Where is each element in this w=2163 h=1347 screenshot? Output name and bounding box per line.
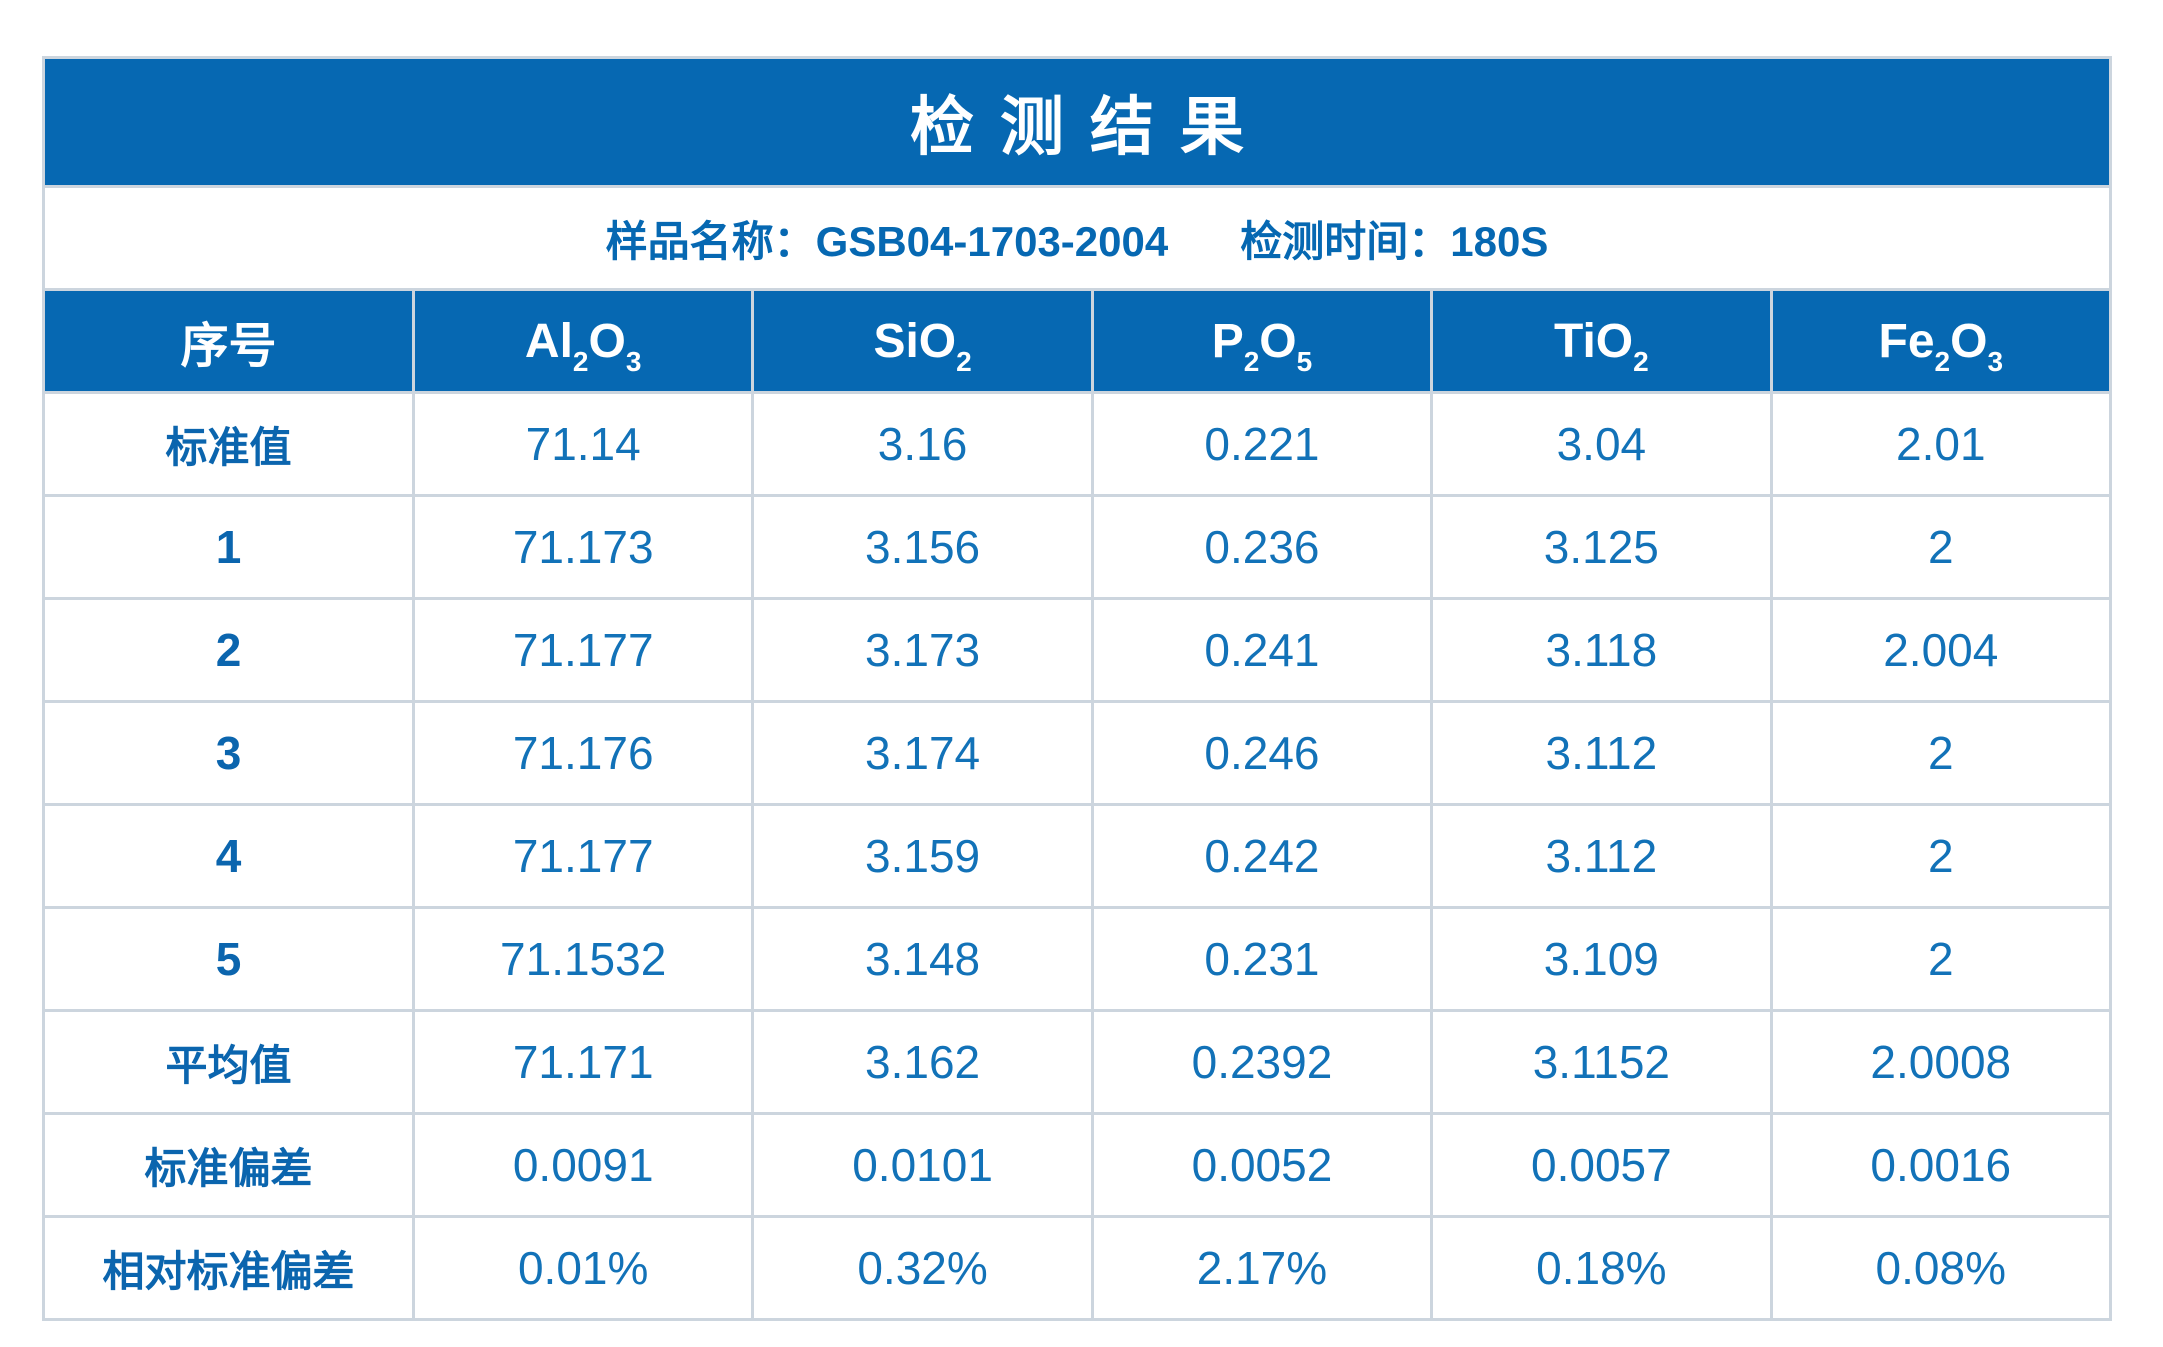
table-row: 标准偏差 0.0091 0.0101 0.0052 0.0057 0.0016 — [42, 1112, 2113, 1218]
cell-value: 0.231 — [1090, 906, 1434, 1012]
detect-time-value: 180S — [1450, 217, 1549, 265]
table-row: 平均值 71.171 3.162 0.2392 3.1152 2.0008 — [42, 1009, 2113, 1115]
formula-text: O — [1950, 314, 1988, 368]
column-header-index: 序号 — [42, 288, 415, 394]
table-row: 相对标准偏差 0.01% 0.32% 2.17% 0.18% 0.08% — [42, 1215, 2113, 1321]
cell-value: 3.156 — [751, 494, 1094, 600]
formula-subscript: 5 — [1296, 345, 1313, 377]
cell-value: 71.14 — [411, 391, 755, 497]
page-title: 检测结果 — [42, 56, 2112, 188]
cell-value: 0.0052 — [1090, 1112, 1434, 1218]
cell-value: 3.162 — [751, 1009, 1094, 1115]
subtitle-cell: 样品名称：GSB04-1703-2004 检测时间：180S — [42, 185, 2112, 291]
row-label: 5 — [42, 906, 415, 1012]
cell-value: 0.242 — [1090, 803, 1434, 909]
column-header-SiO2: SiO2 — [751, 288, 1094, 394]
formula-subscript: 3 — [1987, 345, 2004, 377]
cell-value: 2.01 — [1769, 391, 2113, 497]
cell-value: 2 — [1769, 494, 2113, 600]
cell-value: 0.0057 — [1430, 1112, 1773, 1218]
cell-value: 3.16 — [751, 391, 1094, 497]
table-row: 1 71.173 3.156 0.236 3.125 2 — [42, 494, 2113, 600]
cell-value: 3.125 — [1430, 494, 1773, 600]
formula-subscript: 3 — [625, 345, 642, 377]
formula-subscript: 2 — [1633, 345, 1649, 377]
table-row: 4 71.177 3.159 0.242 3.112 2 — [42, 803, 2113, 909]
cell-value: 71.176 — [411, 700, 755, 806]
cell-value: 71.1532 — [411, 906, 755, 1012]
cell-value: 71.177 — [411, 597, 755, 703]
cell-value: 71.177 — [411, 803, 755, 909]
cell-value: 3.173 — [751, 597, 1094, 703]
cell-value: 2 — [1769, 803, 2113, 909]
results-table: 检测结果 样品名称：GSB04-1703-2004 检测时间：180S 序号 Al2… — [42, 56, 2113, 1321]
cell-value: 3.04 — [1430, 391, 1773, 497]
cell-value: 71.171 — [411, 1009, 755, 1115]
column-header-P2O5: P2O5 — [1090, 288, 1434, 394]
cell-value: 2.0008 — [1769, 1009, 2113, 1115]
column-header-Al2O3: Al2O3 — [411, 288, 755, 394]
cell-value: 0.236 — [1090, 494, 1434, 600]
formula-subscript: 2 — [1243, 345, 1260, 377]
table-row: 5 71.1532 3.148 0.231 3.109 2 — [42, 906, 2113, 1012]
cell-value: 2 — [1769, 906, 2113, 1012]
sample-name-value: GSB04-1703-2004 — [815, 217, 1169, 265]
row-label: 2 — [42, 597, 415, 703]
column-header-row: 序号 Al2O3 SiO2 P2O5 TiO2 Fe2O3 — [42, 288, 2113, 394]
cell-value: 3.112 — [1430, 803, 1773, 909]
row-label: 标准偏差 — [42, 1112, 415, 1218]
cell-value: 2.17% — [1090, 1215, 1434, 1321]
results-table-container: 检测结果 样品名称：GSB04-1703-2004 检测时间：180S 序号 Al2… — [42, 56, 2113, 1321]
formula-text: SiO — [873, 314, 957, 368]
cell-value: 3.109 — [1430, 906, 1773, 1012]
cell-value: 0.01% — [411, 1215, 755, 1321]
title-row: 检测结果 — [42, 56, 2112, 188]
cell-value: 0.18% — [1430, 1215, 1773, 1321]
row-label: 标准值 — [42, 391, 415, 497]
row-label: 1 — [42, 494, 415, 600]
cell-value: 0.221 — [1090, 391, 1434, 497]
cell-value: 3.159 — [751, 803, 1094, 909]
cell-value: 3.148 — [751, 906, 1094, 1012]
table-row: 标准值 71.14 3.16 0.221 3.04 2.01 — [42, 391, 2113, 497]
cell-value: 0.08% — [1769, 1215, 2113, 1321]
cell-value: 3.174 — [751, 700, 1094, 806]
column-header-TiO2: TiO2 — [1430, 288, 1773, 394]
column-header-Fe2O3: Fe2O3 — [1769, 288, 2113, 394]
formula-subscript: 2 — [572, 345, 589, 377]
sample-name-label: 样品名称： — [605, 217, 816, 265]
cell-value: 0.241 — [1090, 597, 1434, 703]
formula-text: P — [1211, 314, 1244, 368]
subtitle-row: 样品名称：GSB04-1703-2004 检测时间：180S — [42, 185, 2112, 291]
cell-value: 0.0101 — [751, 1112, 1094, 1218]
cell-value: 71.173 — [411, 494, 755, 600]
formula-text: O — [588, 314, 626, 368]
cell-value: 2 — [1769, 700, 2113, 806]
formula-subscript: 2 — [956, 345, 972, 377]
formula-text: TiO — [1554, 314, 1634, 368]
table-row: 2 71.177 3.173 0.241 3.118 2.004 — [42, 597, 2113, 703]
formula-text: Al — [524, 314, 573, 368]
cell-value: 0.0091 — [411, 1112, 755, 1218]
formula-text: O — [1259, 314, 1297, 368]
table-row: 3 71.176 3.174 0.246 3.112 2 — [42, 700, 2113, 806]
row-label: 相对标准偏差 — [42, 1215, 415, 1321]
row-label: 4 — [42, 803, 415, 909]
detect-time-label: 检测时间： — [1240, 217, 1451, 265]
cell-value: 2.004 — [1769, 597, 2113, 703]
formula-text: Fe — [1878, 314, 1935, 368]
cell-value: 3.112 — [1430, 700, 1773, 806]
row-label: 平均值 — [42, 1009, 415, 1115]
cell-value: 0.32% — [751, 1215, 1094, 1321]
cell-value: 3.118 — [1430, 597, 1773, 703]
cell-value: 3.1152 — [1430, 1009, 1773, 1115]
cell-value: 0.2392 — [1090, 1009, 1434, 1115]
cell-value: 0.246 — [1090, 700, 1434, 806]
formula-subscript: 2 — [1934, 345, 1951, 377]
cell-value: 0.0016 — [1769, 1112, 2113, 1218]
formula-text: 序号 — [180, 320, 277, 373]
row-label: 3 — [42, 700, 415, 806]
